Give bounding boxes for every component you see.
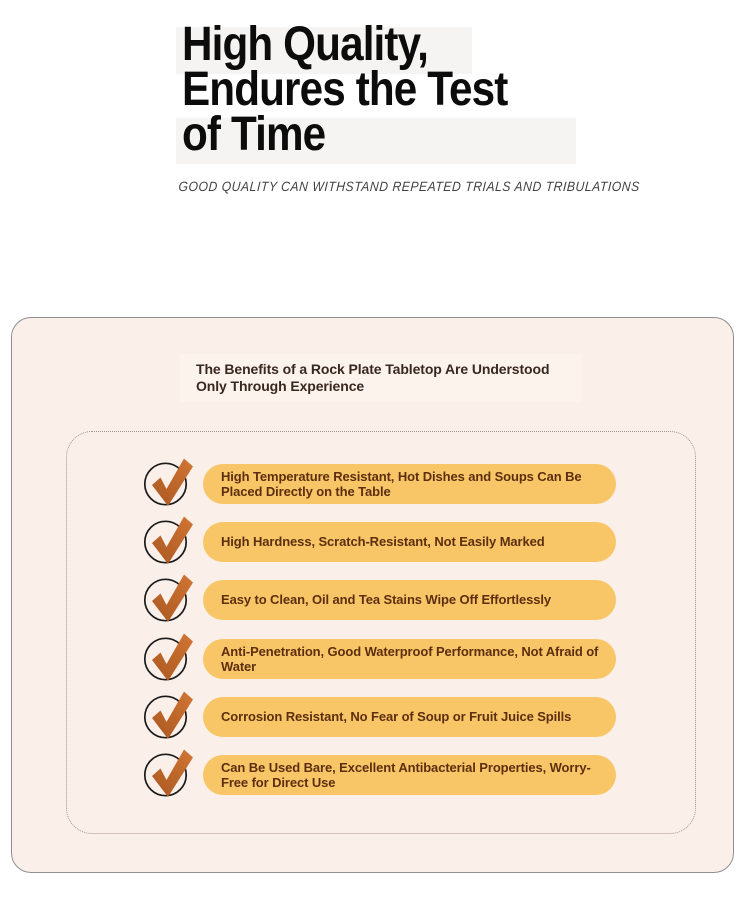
page-title-line-1: High Quality, (182, 18, 429, 71)
check-circle-icon (143, 749, 193, 797)
benefits-card: The Benefits of a Rock Plate Tabletop Ar… (11, 317, 734, 873)
check-circle-icon (143, 633, 193, 681)
page-title: High Quality, Endures the Test of Time (182, 18, 508, 161)
heading-highlight-block (176, 118, 576, 164)
benefit-item: Anti-Penetration, Good Waterproof Perfor… (143, 633, 616, 681)
benefit-item: Corrosion Resistant, No Fear of Soup or … (143, 691, 616, 739)
check-circle-icon (143, 691, 193, 739)
benefit-pill: Can Be Used Bare, Excellent Antibacteria… (203, 755, 616, 795)
benefits-card-title-line-2: Only Through Experience (196, 377, 365, 394)
page-subtitle: GOOD QUALITY CAN WITHSTAND REPEATED TRIA… (178, 179, 641, 194)
page-title-line-3: of Time (182, 108, 326, 161)
benefits-card-title-line-1: The Benefits of a Rock Plate Tabletop Ar… (196, 361, 550, 377)
benefit-item: Can Be Used Bare, Excellent Antibacteria… (143, 749, 616, 797)
benefit-pill: Easy to Clean, Oil and Tea Stains Wipe O… (203, 580, 616, 620)
benefit-item: High Hardness, Scratch-Resistant, Not Ea… (143, 516, 616, 564)
page-title-line-2: Endures the Test (182, 63, 508, 116)
benefit-pill: Corrosion Resistant, No Fear of Soup or … (203, 697, 616, 737)
benefit-item: High Temperature Resistant, Hot Dishes a… (143, 458, 616, 506)
benefit-pill: Anti-Penetration, Good Waterproof Perfor… (203, 639, 616, 679)
check-circle-icon (143, 458, 193, 506)
benefit-item: Easy to Clean, Oil and Tea Stains Wipe O… (143, 574, 616, 622)
benefits-list-panel (66, 431, 696, 834)
benefit-pill: High Temperature Resistant, Hot Dishes a… (203, 464, 616, 504)
check-circle-icon (143, 516, 193, 564)
check-circle-icon (143, 574, 193, 622)
heading-highlight-block (176, 27, 472, 74)
benefit-pill: High Hardness, Scratch-Resistant, Not Ea… (203, 522, 616, 562)
benefits-card-title: The Benefits of a Rock Plate Tabletop Ar… (180, 354, 582, 402)
